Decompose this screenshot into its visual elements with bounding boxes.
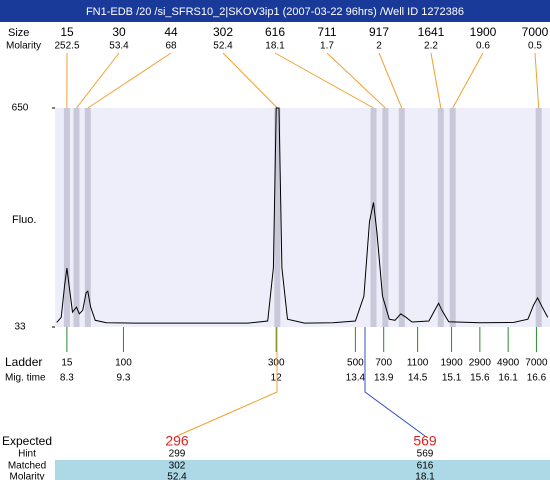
match-line [364, 327, 426, 437]
marker-band [73, 108, 80, 327]
peak-connector [76, 52, 120, 109]
peak-connector [87, 52, 172, 109]
table-cell: 302 [169, 461, 186, 472]
ladder-size: 1900 [440, 358, 463, 369]
marker-band [370, 108, 377, 327]
peak-connector [430, 52, 442, 109]
peak-molarity: 53.4 [109, 41, 129, 52]
ladder-time: 13.4 [346, 373, 366, 384]
ladder-time: 12 [271, 373, 283, 384]
ladder-time: 14.5 [408, 373, 428, 384]
peak-molarity: 18.1 [265, 41, 285, 52]
table-cell: 299 [169, 449, 186, 460]
peak-size: 7000 [522, 25, 549, 39]
row-label: Matched [8, 461, 46, 472]
row-label: Molarity [9, 472, 44, 480]
ladder-time: 8.3 [60, 373, 74, 384]
molarity-row-label: Molarity [6, 41, 41, 52]
title-bar [0, 0, 550, 22]
peak-molarity: 1.7 [320, 41, 334, 52]
peak-connector [222, 52, 278, 109]
peak-size: 616 [265, 25, 285, 39]
peak-size: 302 [213, 25, 233, 39]
trace [56, 107, 549, 324]
marker-band [274, 108, 281, 327]
peak-connector [452, 52, 484, 109]
peak-molarity: 2.2 [424, 41, 438, 52]
peak-size: 15 [60, 25, 74, 39]
table-cell: 616 [417, 461, 434, 472]
ladder-size: 2900 [469, 358, 492, 369]
table-cell: 52.4 [167, 472, 187, 480]
ladder-size: 300 [268, 358, 285, 369]
y-tick-label: 33 [14, 322, 26, 333]
marker-band [398, 108, 405, 327]
marker-band [63, 108, 70, 327]
ladder-label: Ladder [5, 355, 42, 369]
peak-connector [378, 52, 403, 109]
peak-size: 44 [164, 25, 178, 39]
peak-molarity: 0.5 [528, 41, 542, 52]
ladder-time: 9.3 [116, 373, 130, 384]
marker-band [449, 108, 456, 327]
ladder-time: 13.9 [374, 373, 394, 384]
y-tick-label: 650 [12, 103, 29, 114]
table-cell: 569 [417, 449, 434, 460]
ladder-size: 700 [375, 358, 392, 369]
peak-size: 711 [317, 25, 336, 39]
ladder-time: 16.6 [527, 373, 547, 384]
peak-connector [326, 52, 386, 109]
peak-molarity: 0.6 [476, 41, 490, 52]
table-cell: 296 [165, 433, 189, 449]
peak-size: 1641 [418, 25, 445, 39]
peak-molarity: 52.4 [213, 41, 233, 52]
peak-molarity: 2 [376, 41, 382, 52]
peak-molarity: 252.5 [54, 41, 79, 52]
peak-connector [534, 52, 540, 109]
ladder-time: 16.1 [498, 373, 518, 384]
peak-size: 917 [369, 25, 389, 39]
peak-connector [274, 52, 374, 109]
marker-band [437, 108, 444, 327]
ladder-time: 15.1 [442, 373, 462, 384]
ladder-size: 4900 [497, 358, 520, 369]
title: FN1-EDB /20 /si_SFRS10_2|SKOV3ip1 (2007-… [86, 6, 464, 18]
table-cell: 18.1 [415, 472, 435, 480]
match-line [176, 327, 278, 437]
mig-time-label: Mig. time [5, 373, 46, 384]
marker-band [382, 108, 389, 327]
size-row-label: Size [8, 27, 29, 39]
marker-band [84, 108, 91, 327]
ladder-size: 1100 [407, 358, 429, 369]
y-axis-label: Fluo. [12, 214, 36, 226]
table-cell: 569 [413, 433, 437, 449]
marker-band [535, 108, 542, 327]
ladder-time: 15.6 [470, 373, 490, 384]
row-label: Expected [2, 434, 52, 448]
ladder-size: 7000 [525, 358, 548, 369]
peak-size: 1900 [470, 25, 497, 39]
ladder-size: 100 [115, 358, 132, 369]
peak-molarity: 68 [165, 41, 177, 52]
row-label: Hint [18, 449, 36, 460]
plot-area [55, 108, 550, 327]
ladder-size: 500 [347, 358, 364, 369]
matched-row-bg [55, 460, 550, 480]
ladder-size: 15 [61, 358, 73, 369]
peak-size: 30 [112, 25, 126, 39]
